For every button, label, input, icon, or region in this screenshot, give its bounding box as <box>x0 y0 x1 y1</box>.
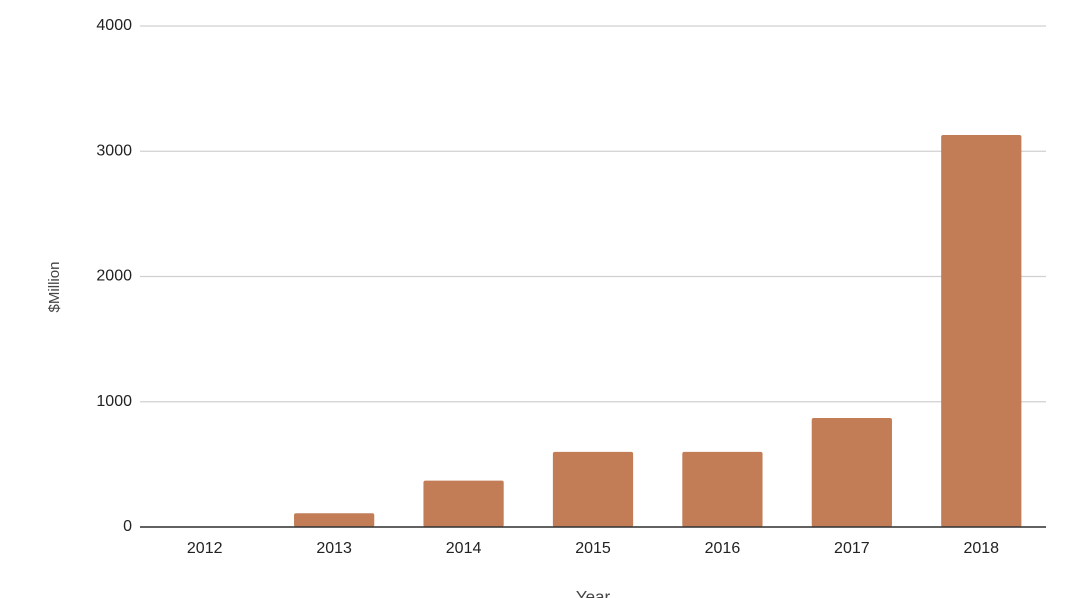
y-tick-label: 4000 <box>96 17 132 34</box>
x-tick-label: 2017 <box>834 540 870 557</box>
x-axis-label: Year <box>576 587 611 598</box>
y-tick-label: 1000 <box>96 393 132 410</box>
bar <box>941 134 1022 527</box>
y-axis-label: $Million <box>46 262 63 313</box>
x-tick-label: 2014 <box>446 540 482 557</box>
y-tick-label: 3000 <box>96 142 132 159</box>
bar <box>294 513 375 527</box>
bar <box>423 480 504 527</box>
x-tick-label: 2012 <box>187 540 223 557</box>
x-tick-label: 2016 <box>705 540 741 557</box>
x-tick-label: 2013 <box>316 540 352 557</box>
y-tick-label: 0 <box>123 518 132 535</box>
y-tick-label: 2000 <box>96 268 132 285</box>
x-tick-label: 2015 <box>575 540 611 557</box>
x-tick-label: 2018 <box>963 540 999 557</box>
bar <box>682 451 763 527</box>
bar <box>811 418 892 527</box>
bar <box>552 451 634 527</box>
